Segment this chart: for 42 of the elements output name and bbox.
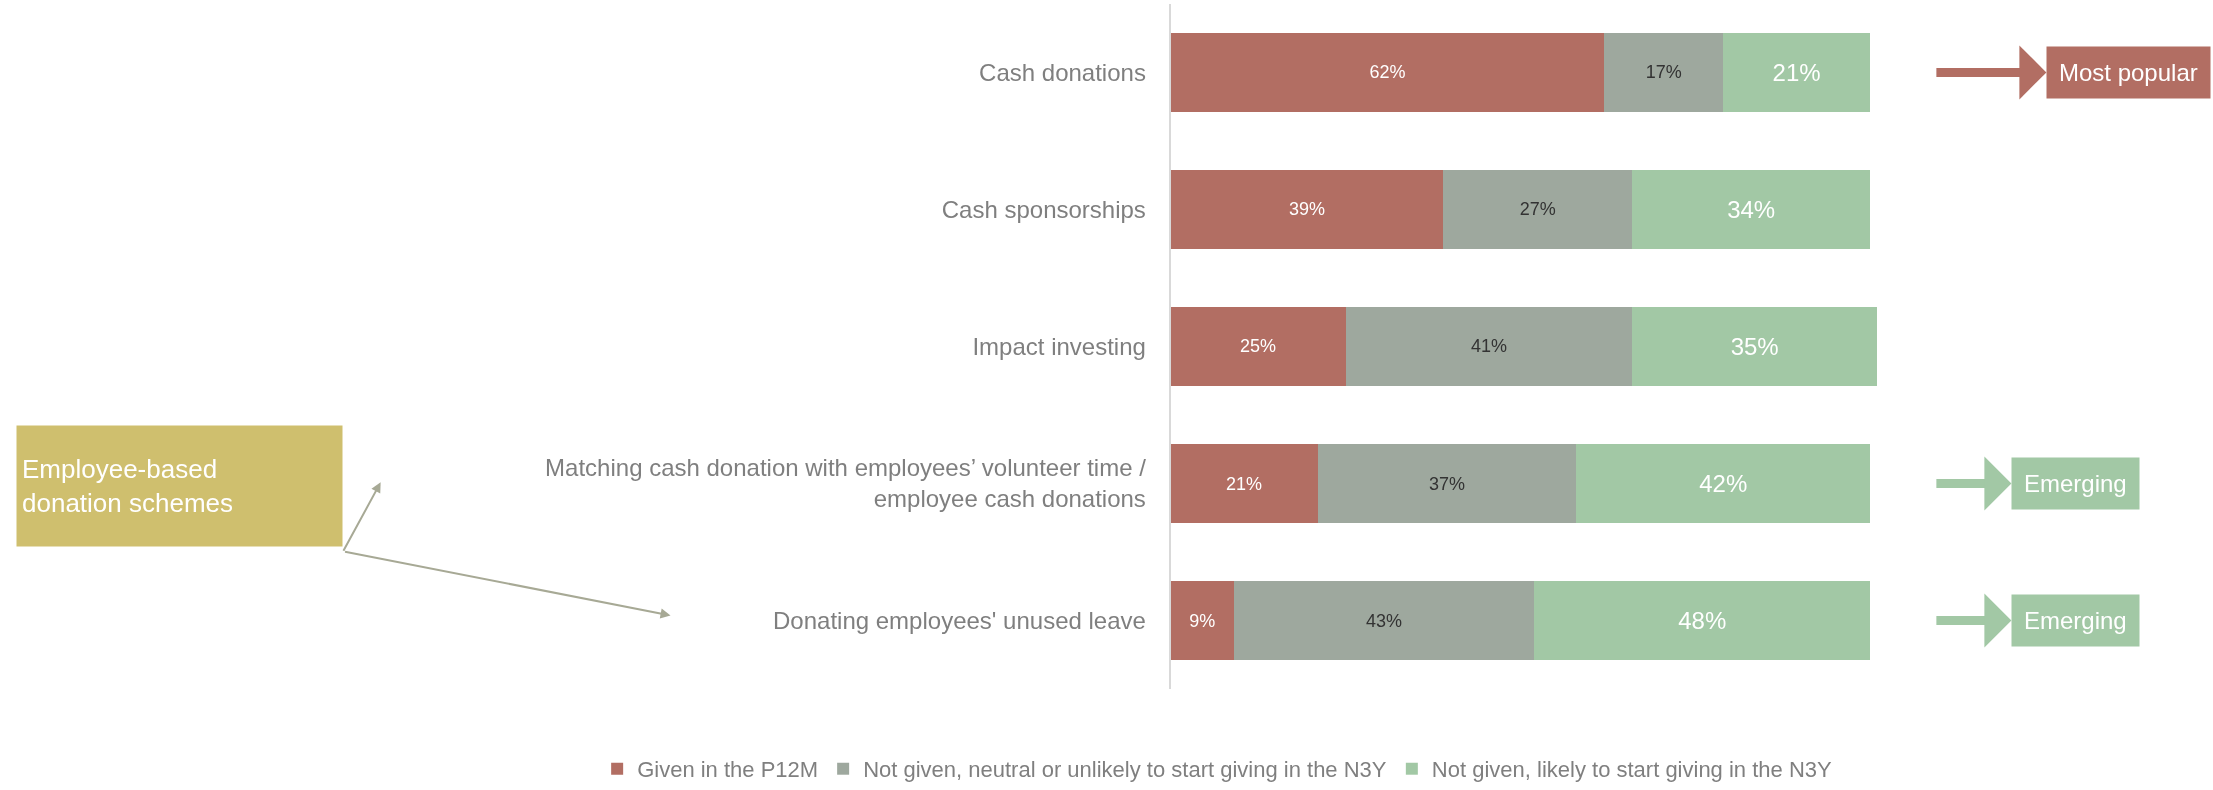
data-label: 37% bbox=[1428, 473, 1465, 494]
bar bbox=[1632, 306, 1878, 387]
legend-label: Not given, neutral or unlikely to start giving in the N3Y bbox=[863, 757, 1387, 783]
data-label: 25% bbox=[1240, 336, 1277, 357]
text: Emerging bbox=[2024, 607, 2127, 634]
bar bbox=[1170, 306, 1346, 387]
text: Emerging bbox=[2024, 470, 2127, 497]
data-label: 42% bbox=[1699, 470, 1748, 497]
bar bbox=[1632, 169, 1871, 250]
bar bbox=[1170, 580, 1234, 661]
data-label: 21% bbox=[1226, 473, 1263, 494]
bar bbox=[1576, 443, 1871, 524]
y-tick-label: Donating employees' unused leave bbox=[773, 606, 1146, 634]
bar bbox=[1170, 32, 1605, 113]
data-label: 48% bbox=[1678, 607, 1727, 635]
data-label: 27% bbox=[1519, 199, 1556, 220]
data-label: 17% bbox=[1645, 62, 1682, 83]
data-label: 9% bbox=[1189, 610, 1216, 631]
data-label: 62% bbox=[1369, 62, 1406, 83]
data-label: 21% bbox=[1772, 58, 1821, 86]
data-label: 43% bbox=[1365, 610, 1403, 631]
bar bbox=[1317, 443, 1577, 524]
legend-label: Not given, likely to start giving in the N3Y bbox=[1431, 757, 1833, 783]
bar bbox=[1534, 580, 1871, 661]
bar bbox=[1723, 32, 1871, 113]
data-label: 41% bbox=[1470, 336, 1507, 357]
y-tick-label: Matching cash donation with employees’ volunteer time / employee cash donations bbox=[545, 454, 1147, 513]
data-label: 39% bbox=[1289, 199, 1326, 220]
bar bbox=[1170, 169, 1444, 250]
text: Most popular bbox=[2059, 59, 2198, 86]
bar bbox=[1170, 443, 1318, 524]
bar bbox=[1443, 169, 1633, 250]
bar bbox=[1345, 306, 1633, 387]
data-label: 34% bbox=[1727, 195, 1776, 223]
bar bbox=[1604, 32, 1724, 113]
bar bbox=[1233, 580, 1535, 661]
y-tick-label: Impact investing bbox=[972, 332, 1146, 360]
y-tick-label: Cash donations bbox=[979, 58, 1146, 86]
data-label: 35% bbox=[1730, 332, 1779, 360]
legend-label: Given in the P12M bbox=[637, 757, 819, 783]
y-tick-label: Cash sponsorships bbox=[941, 195, 1146, 223]
text: Employee-based donation schemes bbox=[22, 454, 234, 518]
